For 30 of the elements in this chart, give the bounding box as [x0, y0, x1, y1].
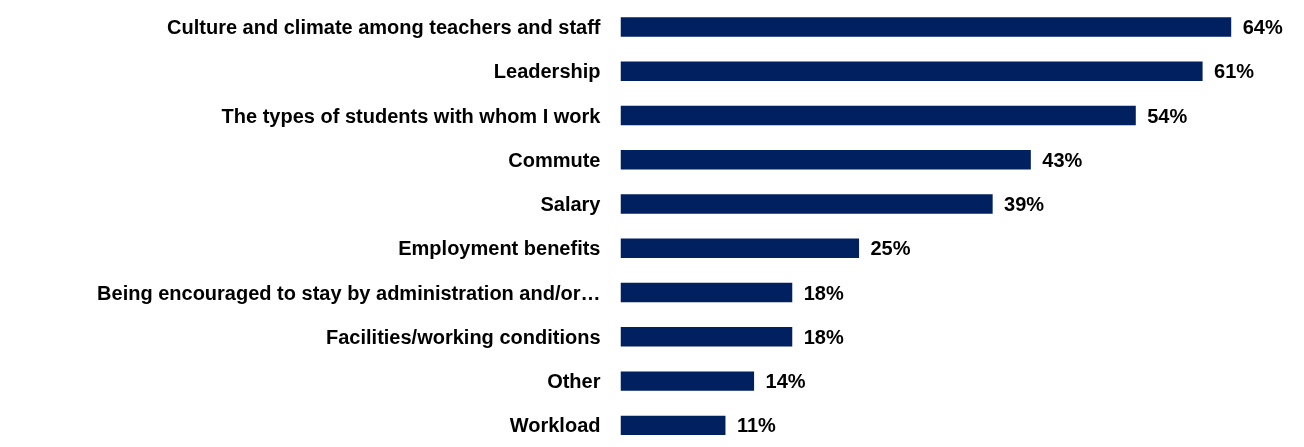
data-label: 64% — [1242, 16, 1283, 39]
data-label: 25% — [870, 237, 911, 260]
bar — [620, 194, 993, 214]
bar — [620, 371, 755, 391]
y-tick-label: Employment benefits — [398, 237, 601, 260]
bar — [620, 150, 1031, 170]
data-label: 61% — [1214, 60, 1255, 83]
data-label: 43% — [1042, 148, 1083, 171]
bar — [620, 282, 793, 303]
data-label: 14% — [765, 370, 806, 393]
y-tick-label: Workload — [509, 414, 601, 437]
y-tick-label: The types of students with whom I work — [221, 104, 602, 127]
data-label: 11% — [736, 414, 777, 437]
bar — [620, 238, 860, 259]
bar — [620, 61, 1203, 82]
y-tick-label: Being encouraged to stay by administration and/or… — [97, 281, 601, 304]
y-tick-label: Culture and climate among teachers and staff — [167, 16, 601, 39]
data-label: 18% — [803, 281, 844, 304]
y-tick-label: Salary — [540, 193, 602, 216]
bar — [620, 17, 1232, 37]
data-label: 54% — [1147, 104, 1188, 127]
bar — [620, 105, 1136, 126]
data-label: 18% — [803, 325, 844, 348]
y-tick-label: Other — [547, 370, 601, 393]
y-tick-label: Commute — [508, 148, 601, 171]
data-label: 39% — [1004, 193, 1045, 216]
bar — [620, 327, 793, 347]
y-tick-label: Leadership — [493, 60, 601, 83]
bar — [620, 415, 726, 436]
y-tick-label: Facilities/working conditions — [326, 325, 601, 348]
